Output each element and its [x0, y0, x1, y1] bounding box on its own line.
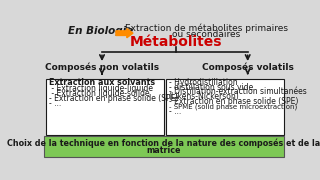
Text: Métabolites: Métabolites	[129, 35, 222, 49]
Text: - Hydrodistillation: - Hydrodistillation	[169, 78, 237, 87]
Text: (Likens-Nickerson): (Likens-Nickerson)	[169, 92, 239, 101]
Text: Choix de la technique en fonction de la nature des composés et de la: Choix de la technique en fonction de la …	[7, 139, 320, 148]
Text: - Extraction en phase solide (SPE): - Extraction en phase solide (SPE)	[49, 94, 178, 103]
Text: - Distillation-extraction simultanées: - Distillation-extraction simultanées	[169, 87, 307, 96]
Polygon shape	[116, 28, 133, 38]
Text: Composés volatils: Composés volatils	[202, 62, 294, 72]
Text: - distillation sous vide: - distillation sous vide	[169, 83, 253, 92]
Text: - Extraction en phase solide (SPE): - Extraction en phase solide (SPE)	[169, 97, 298, 106]
Text: - ...: - ...	[49, 100, 61, 109]
Text: - ...: - ...	[169, 107, 181, 116]
Text: Extraction aux solvants: Extraction aux solvants	[49, 78, 155, 87]
Text: matrice: matrice	[147, 146, 181, 155]
Text: Extraction de métabolites primaires: Extraction de métabolites primaires	[125, 24, 288, 33]
Text: - Extraction liquide-solide: - Extraction liquide-solide	[49, 89, 149, 98]
FancyBboxPatch shape	[46, 79, 164, 135]
Text: ou secondaires: ou secondaires	[172, 30, 241, 39]
Text: - SPME (solid phase microextraction): - SPME (solid phase microextraction)	[169, 104, 297, 110]
FancyBboxPatch shape	[44, 136, 284, 157]
Text: En Biologie: En Biologie	[68, 26, 133, 36]
Text: - Extraction liquide-liquide: - Extraction liquide-liquide	[49, 84, 153, 93]
Text: Composés non volatils: Composés non volatils	[45, 62, 159, 72]
FancyBboxPatch shape	[166, 79, 284, 135]
